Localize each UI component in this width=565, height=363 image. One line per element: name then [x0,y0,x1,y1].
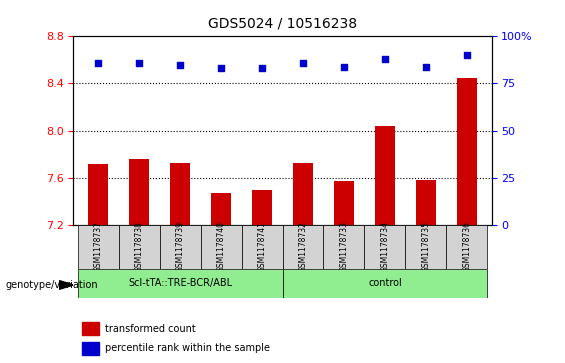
Text: GSM1178740: GSM1178740 [216,221,225,272]
Bar [252,189,272,225]
Bar [457,78,477,225]
Text: GSM1178738: GSM1178738 [134,221,144,272]
Bar [82,322,98,335]
Text: GSM1178735: GSM1178735 [421,221,431,272]
Bar [170,163,190,225]
Text: Scl-tTA::TRE-BCR/ABL: Scl-tTA::TRE-BCR/ABL [128,278,232,288]
FancyBboxPatch shape [119,225,159,269]
Point [258,65,267,71]
Point [216,65,225,71]
FancyBboxPatch shape [159,225,201,269]
Text: percentile rank within the sample: percentile rank within the sample [105,343,270,354]
Text: GSM1178741: GSM1178741 [258,221,267,272]
FancyBboxPatch shape [77,225,119,269]
FancyBboxPatch shape [241,225,282,269]
Point [462,52,471,58]
Text: genotype/variation: genotype/variation [6,280,98,290]
FancyBboxPatch shape [406,225,446,269]
Text: GSM1178734: GSM1178734 [380,221,389,272]
Bar [416,180,436,225]
Bar [82,342,98,355]
FancyBboxPatch shape [77,269,282,298]
Text: GSM1178739: GSM1178739 [176,221,185,272]
Title: GDS5024 / 10516238: GDS5024 / 10516238 [208,17,357,31]
Bar [88,164,108,225]
Text: GSM1178736: GSM1178736 [463,221,471,272]
Text: GSM1178733: GSM1178733 [340,221,349,272]
Point [298,60,307,66]
Point [176,62,185,68]
Bar [375,126,396,225]
FancyBboxPatch shape [446,225,488,269]
Point [380,56,389,62]
Text: transformed count: transformed count [105,324,195,334]
Bar [334,182,354,225]
Text: control: control [368,278,402,288]
Point [340,64,349,69]
FancyBboxPatch shape [201,225,241,269]
Text: GSM1178732: GSM1178732 [298,221,307,272]
Bar [293,163,313,225]
FancyBboxPatch shape [324,225,364,269]
Polygon shape [59,281,73,289]
Text: GSM1178737: GSM1178737 [94,221,102,272]
FancyBboxPatch shape [282,269,488,298]
Point [421,64,431,69]
Point [134,60,144,66]
FancyBboxPatch shape [364,225,406,269]
Point [94,60,103,66]
Bar [129,159,149,225]
Bar [211,193,231,225]
FancyBboxPatch shape [282,225,324,269]
